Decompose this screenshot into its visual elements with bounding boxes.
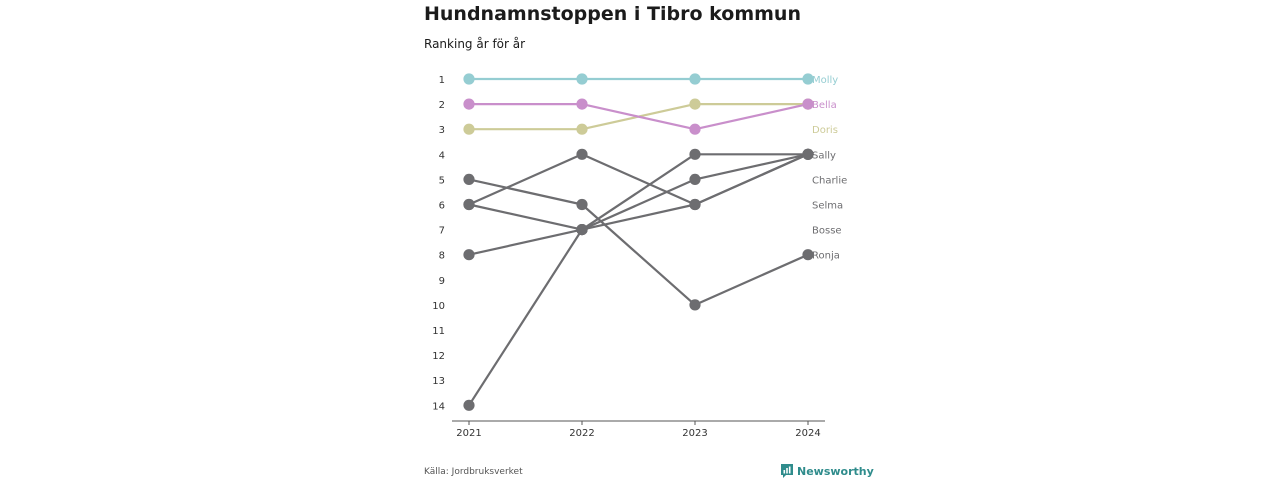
end-label-charlie: Charlie [812,175,847,186]
point-selma [463,198,475,211]
x-axis: 2021 2022 2023 2024 [452,420,825,439]
point-ronja [576,198,588,211]
point-bella [802,98,814,110]
y-tick-label: 9 [439,276,445,287]
x-tick-label: 2022 [569,428,594,439]
point-sally [689,148,701,160]
point-bella [689,123,701,135]
point-molly [689,73,701,85]
point-charlie [463,249,475,261]
y-tick-label: 5 [439,175,445,186]
y-tick-label: 7 [439,226,445,237]
end-label-bella: Bella [812,100,837,111]
chart-title: Hundnamnstoppen i Tibro kommun [424,3,801,25]
end-label-sally: Sally [812,150,836,161]
series-line-charlie [468,153,809,256]
point-doris [689,98,701,110]
x-tick-label: 2021 [456,428,481,439]
newsworthy-logo-icon [781,464,793,478]
point-ronja [802,249,814,261]
point-ronja [463,173,475,185]
point-sally [576,224,588,236]
point-molly [463,73,475,85]
end-label-molly: Molly [812,75,838,86]
end-labels: Molly Bella Doris Sally Charlie Selma Bosse Ron… [812,75,847,262]
y-tick-label: 2 [439,100,445,111]
y-tick-label: 14 [432,401,445,412]
x-tick-label: 2024 [795,428,820,439]
chart-subtitle: Ranking år för år [424,37,526,51]
series-line-selma [468,153,809,206]
y-tick-label: 13 [432,376,445,387]
y-tick-label: 6 [439,201,445,212]
point-doris [463,123,475,135]
point-molly [802,73,814,85]
end-label-bosse: Bosse [812,226,842,237]
point-bella [463,98,475,110]
end-label-doris: Doris [812,125,838,136]
y-tick-label: 1 [439,75,445,86]
y-tick-label: 3 [439,125,445,136]
y-tick-label: 10 [432,301,445,312]
series-line-ronja [468,178,809,306]
end-label-selma: Selma [812,201,843,212]
point-ronja [689,299,701,311]
y-tick-label: 11 [432,326,445,337]
series-line-bella [469,102,809,131]
end-label-ronja: Ronja [812,251,840,262]
series-line-sally [468,153,808,406]
newsworthy-logo-text: Newsworthy [797,465,874,478]
point-sally [463,399,475,411]
x-tick-label: 2023 [682,428,707,439]
point-sally [802,148,814,160]
point-molly [576,73,588,85]
y-tick-label: 4 [439,150,445,161]
point-doris [576,123,588,135]
newsworthy-logo: Newsworthy [781,464,874,479]
point-bella [576,98,588,110]
series-points [463,73,814,411]
series-line-bosse [468,153,809,231]
point-charlie [689,198,701,211]
y-tick-label: 12 [432,351,445,362]
series-lines [468,77,809,406]
source-note: Källa: Jordbruksverket [424,467,523,477]
point-selma [576,148,588,160]
y-tick-label: 8 [439,251,445,262]
point-bosse [689,173,701,185]
